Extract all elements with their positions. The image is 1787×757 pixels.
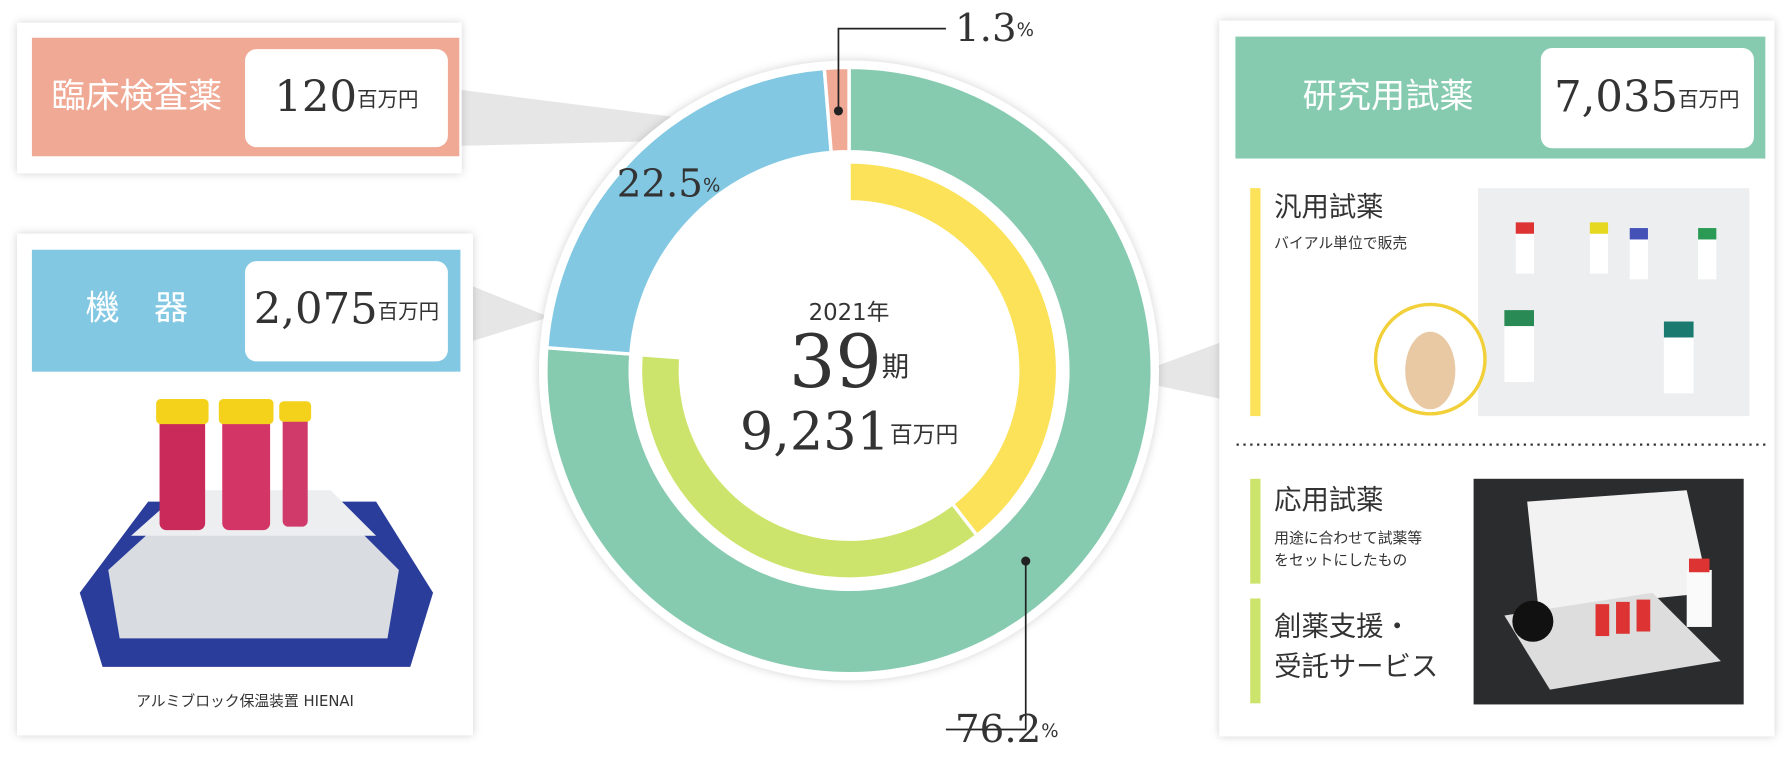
center-year: 2021年 — [809, 300, 890, 326]
caption: アルミブロック保温装置 HIENAI — [136, 692, 354, 710]
connector — [1122, 342, 1222, 400]
unit: % — [703, 176, 720, 197]
value: 76.2 — [955, 707, 1041, 752]
value-label: 22.5% — [617, 162, 721, 207]
item-title: 受託サービス — [1274, 651, 1438, 682]
item-desc: バイアル単位で販売 — [1274, 235, 1407, 252]
item-title: 汎用試薬 — [1274, 192, 1383, 223]
amount-box — [1540, 47, 1754, 149]
amount: 120百万円 — [274, 72, 418, 122]
amount-box — [245, 261, 448, 362]
kit-photo — [1473, 478, 1744, 705]
connector — [469, 285, 550, 343]
leader-line — [837, 27, 946, 111]
leader-line — [945, 561, 1027, 731]
panel-title: 臨床検査薬 — [51, 77, 222, 117]
panel-title: 機 器 — [85, 289, 188, 329]
item-bar — [1250, 598, 1261, 704]
unit: % — [1017, 20, 1034, 41]
item-title: 創薬支援・ — [1274, 612, 1411, 643]
value: 1.3 — [955, 6, 1017, 51]
amount: 2,075百万円 — [254, 284, 439, 334]
unit: % — [1041, 721, 1058, 742]
vial-photo — [1373, 188, 1750, 417]
leader-dot — [1021, 556, 1031, 566]
value-label: 76.2% — [955, 707, 1059, 752]
item-bar — [1250, 188, 1261, 417]
inner-segment — [847, 160, 1060, 538]
panel-title: 研究用試薬 — [1303, 77, 1474, 117]
item-title: 応用試薬 — [1274, 485, 1383, 516]
donut-segment — [544, 65, 1154, 676]
item-desc: 用途に合わせて試薬等 — [1274, 529, 1422, 547]
value: 22.5 — [617, 162, 703, 207]
amount: 7,035百万円 — [1554, 72, 1739, 122]
device-photo — [79, 399, 434, 667]
value-label: 1.3% — [955, 6, 1034, 51]
inner-segment — [638, 352, 980, 581]
center-total: 9,231百万円 — [740, 401, 958, 462]
item-desc: をセットにしたもの — [1274, 552, 1407, 569]
item-bar — [1250, 478, 1261, 584]
center-period: 39期 — [789, 320, 909, 405]
amount-box — [245, 49, 448, 148]
